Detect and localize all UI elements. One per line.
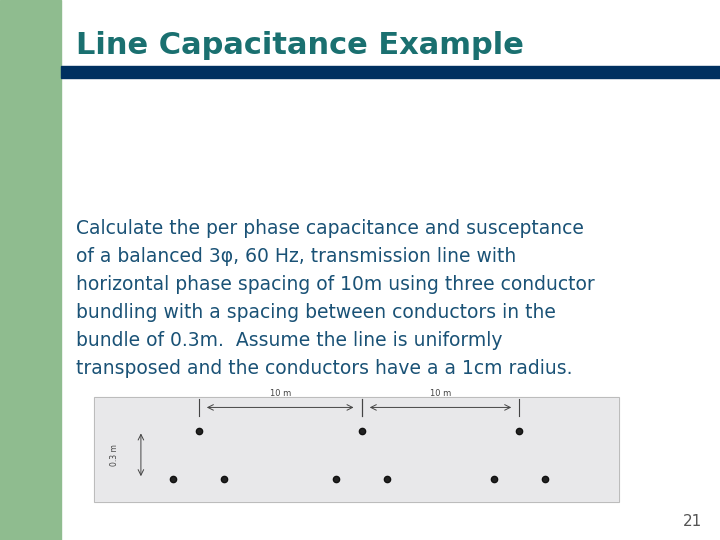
Bar bbox=[94, 397, 619, 502]
Text: Calculate the per phase capacitance and susceptance
of a balanced 3φ, 60 Hz, tra: Calculate the per phase capacitance and … bbox=[76, 219, 594, 377]
Text: 10 m: 10 m bbox=[269, 389, 291, 398]
Text: 21: 21 bbox=[683, 514, 702, 529]
Bar bbox=[61, 66, 720, 78]
Text: 0.3 m: 0.3 m bbox=[110, 444, 119, 466]
Bar bbox=[0, 0, 61, 540]
Text: 10 m: 10 m bbox=[430, 389, 451, 398]
Text: Line Capacitance Example: Line Capacitance Example bbox=[76, 31, 523, 60]
Bar bbox=[94, 397, 619, 502]
